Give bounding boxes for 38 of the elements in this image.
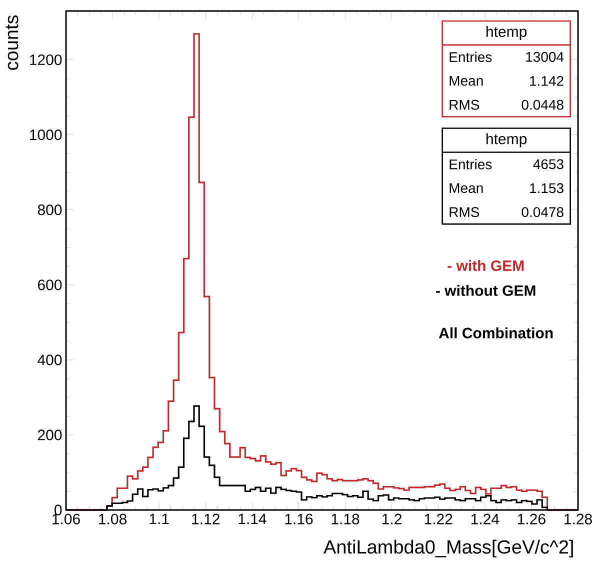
text: - without GEM <box>436 284 536 296</box>
x-tick-label: 1.26 <box>518 514 546 524</box>
x-tick-label: 1.24 <box>471 514 500 524</box>
x-axis-title: AntiLambda0_Mass[GeV/c^2] <box>324 540 573 558</box>
y-axis-title: counts <box>6 15 18 70</box>
x-tick-label: 1.2 <box>382 514 402 524</box>
y-tick-label: 400 <box>38 354 62 366</box>
annotation: 4653 <box>533 159 564 170</box>
x-tick-label: 1.12 <box>192 514 220 524</box>
annotation: All Combination <box>438 327 553 338</box>
annotation: 1.153 <box>530 183 564 194</box>
annotation: RMS <box>450 100 480 110</box>
text: - with GEM <box>448 260 524 271</box>
annotation: 0.0448 <box>522 100 564 110</box>
annotation: RMS <box>450 207 480 218</box>
x-tick-label: 1.18 <box>332 514 360 524</box>
y-tick-label: 1000 <box>30 129 62 140</box>
x-tick-label: 1.08 <box>99 514 126 524</box>
x-tick-label: 1.16 <box>285 514 313 524</box>
annotation: 0.0478 <box>522 207 564 218</box>
annotation: Entries <box>450 52 492 62</box>
y-tick-label: 0 <box>54 504 62 516</box>
annotation: htemp <box>486 133 527 148</box>
annotation: Entries <box>450 159 492 170</box>
y-tick-label: 1200 <box>30 54 62 66</box>
x-tick-label: 1.28 <box>564 514 592 524</box>
x-tick-label: 1.22 <box>424 514 452 524</box>
annotation: htemp <box>486 26 527 40</box>
annotation: Mean <box>450 183 483 194</box>
y-tick-label: 800 <box>38 204 62 216</box>
x-tick-label: 1.14 <box>238 514 266 524</box>
y-tick-label: 200 <box>38 430 62 440</box>
x-tick-label: 1.1 <box>150 514 169 524</box>
annotation: Mean <box>450 76 483 86</box>
annotation: 1.142 <box>530 76 564 86</box>
annotation: 13004 <box>526 52 564 62</box>
y-tick-label: 600 <box>38 280 62 290</box>
x-tick-label: 1.06 <box>52 514 80 524</box>
